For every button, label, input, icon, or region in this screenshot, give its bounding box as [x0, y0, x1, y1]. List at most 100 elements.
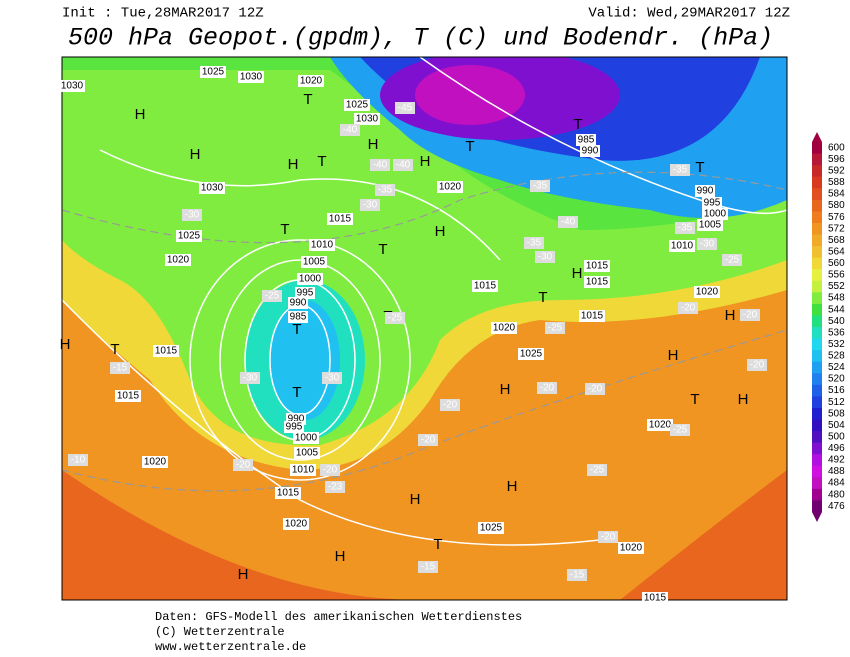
temperature-label-box [375, 184, 395, 196]
colorbar-label: 584 [828, 189, 845, 200]
pressure-center: T [303, 91, 312, 108]
isobar-label: 1030 [201, 183, 224, 194]
temperature-label: -10 [71, 455, 86, 466]
isobar-label-box [702, 197, 722, 209]
temperature-label-box [370, 159, 390, 171]
temperature-label: -30 [538, 252, 553, 263]
temperature-label: -25 [548, 323, 563, 334]
isobar-label-box [694, 286, 720, 298]
pressure-center: H [420, 153, 431, 170]
isobar-label: 990 [288, 414, 305, 425]
pressure-center: H [238, 566, 249, 583]
isobar-label-box [647, 419, 673, 431]
isobar-label: 1015 [155, 346, 178, 357]
isobar-label: 1000 [295, 433, 318, 444]
temperature-label: -25 [388, 313, 403, 324]
isobar-label: 1025 [346, 100, 369, 111]
temperature-label: -25 [590, 465, 605, 476]
isobar-label-box [437, 181, 463, 193]
isobar-label-box [344, 99, 370, 111]
pressure-center: H [435, 223, 446, 240]
isobar-label-box [288, 311, 308, 323]
colorbar-swatch [812, 199, 822, 212]
colorbar-label: 596 [828, 154, 845, 165]
colorbar-swatch [812, 222, 822, 235]
colorbar-label: 508 [828, 408, 845, 419]
temperature-label-box [524, 237, 544, 249]
isobar-label: 1015 [117, 391, 140, 402]
isobar-label: 1020 [285, 519, 308, 530]
temperature-label-box [545, 322, 565, 334]
temperature-label-box [587, 464, 607, 476]
temperature-label: -25 [725, 255, 740, 266]
colorbar-swatch [812, 188, 822, 201]
valid-time: Valid: Wed,29MAR2017 12Z [588, 6, 790, 22]
temperature-label: -40 [396, 160, 411, 171]
temperature-label: -35 [678, 223, 693, 234]
colorbar-label: 600 [828, 142, 845, 153]
colorbar-label: 520 [828, 374, 845, 385]
footer-line: www.wetterzentrale.de [155, 640, 306, 654]
temperature-label: -25 [673, 425, 688, 436]
isobar-label-box [283, 518, 309, 530]
isobar-label-box [295, 287, 315, 299]
colorbar-label: 572 [828, 223, 845, 234]
temperature-label: -20 [236, 460, 251, 471]
isobar-label: 1015 [586, 277, 609, 288]
pressure-center: T [110, 341, 119, 358]
isobar-label: 1020 [649, 420, 672, 431]
isobar-label: 1030 [356, 114, 379, 125]
temperature-label-box [182, 209, 202, 221]
pressure-center: T [317, 153, 326, 170]
isobar-label-box [491, 322, 517, 334]
isobar-label-box [579, 310, 605, 322]
temperature-label-box [322, 372, 342, 384]
colorbar-swatch [812, 211, 822, 224]
isobar-label-box [354, 113, 380, 125]
colorbar-label: 564 [828, 246, 845, 257]
colorbar-label: 540 [828, 316, 845, 327]
temperature-label: -20 [750, 360, 765, 371]
pressure-center: T [690, 391, 699, 408]
temperature-label: -35 [533, 181, 548, 192]
temperature-label: -30 [700, 239, 715, 250]
pressure-center: H [572, 265, 583, 282]
isobar-label: 1020 [493, 323, 516, 334]
init-time: Init : Tue,28MAR2017 12Z [62, 6, 264, 22]
temperature-label-box [670, 164, 690, 176]
temperature-label-box [567, 569, 587, 581]
colorbar-label: 552 [828, 281, 845, 292]
colorbar-label: 556 [828, 270, 845, 281]
temperature-label-box [697, 238, 717, 250]
temperature-label-box [360, 199, 380, 211]
colorbar-swatch [812, 176, 822, 189]
colorbar-swatch [812, 396, 822, 409]
colorbar-label: 568 [828, 235, 845, 246]
colorbar-label: 504 [828, 420, 845, 431]
isobar-label: 1020 [144, 457, 167, 468]
temperature-label-box [598, 531, 618, 543]
colorbar-swatch [812, 246, 822, 259]
pressure-center: T [292, 384, 301, 401]
isobar-label-box [115, 390, 141, 402]
temperature-label-box [740, 309, 760, 321]
colorbar-swatch [812, 407, 822, 420]
temperature-label: -35 [527, 238, 542, 249]
colorbar-swatch [812, 234, 822, 247]
isobar-label-box [518, 348, 544, 360]
isobar-label-box [199, 182, 225, 194]
colorbar-swatch [812, 384, 822, 397]
colorbar-label: 524 [828, 362, 845, 373]
pressure-center: H [60, 336, 71, 353]
temperature-label-box [320, 464, 340, 476]
colorbar-label: 536 [828, 327, 845, 338]
isobar-label-box [294, 447, 320, 459]
isobar-label-box [275, 487, 301, 499]
isobar-label: 990 [290, 298, 307, 309]
isobar-label-box [309, 239, 335, 251]
isobar-label: 1015 [277, 488, 300, 499]
colorbar-swatch [812, 500, 822, 513]
temperature-label-box [747, 359, 767, 371]
temperature-label: -20 [743, 310, 758, 321]
temperature-label: -30 [243, 373, 258, 384]
